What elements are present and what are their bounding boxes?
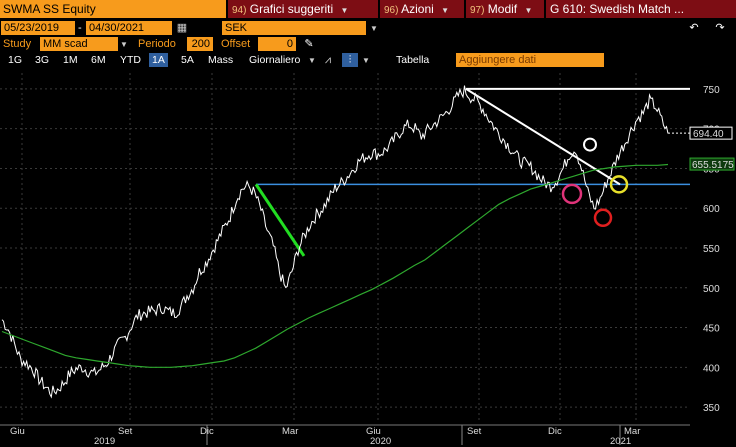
chart-grid [0,73,690,423]
x-tick-label: Mar [282,426,298,437]
tab-grafici-suggeriti[interactable]: 94) Grafici suggeriti ▼ [228,0,378,18]
end-date-input[interactable]: 04/30/2021 [86,21,172,35]
calendar-icon[interactable]: ▦ [176,22,188,34]
y-tick-label: 350 [703,403,720,414]
tab-label: Azioni [401,2,434,16]
ma-value-label: 655.5175 [692,160,734,171]
range-1m-button[interactable]: 1M [63,54,78,66]
tab-number: 94) [232,5,247,16]
chevron-down-icon[interactable]: ▼ [308,56,316,65]
pencil-icon[interactable]: ✎ [304,38,314,50]
range-5a-button[interactable]: 5A [181,54,194,66]
redo-icon[interactable]: ↷ [715,22,725,34]
study-select[interactable]: MM scad [40,37,118,51]
range-3g-button[interactable]: 3G [35,54,50,66]
chart-series [1,85,669,399]
trend-line-down [465,88,621,186]
start-date-input[interactable]: 05/23/2019 [1,21,75,35]
date-bar: 05/23/2019 - 04/30/2021 ▦ SEK ▼ ↶ ↷ [0,19,736,36]
chevron-down-icon[interactable]: ▼ [362,56,370,65]
tab-function-title[interactable]: G 610: Swedish Match ... [546,0,736,18]
x-tick-label: Mar [624,426,640,437]
range-1a-button[interactable]: 1A [149,53,168,67]
x-tick-label: Giu [366,426,381,437]
tab-number: 96) [384,5,399,16]
chart-annotations [254,87,690,257]
range-ytd-button[interactable]: YTD [120,54,141,66]
x-tick-label: Set [467,426,482,437]
y-tick-label: 400 [703,363,720,374]
marker-circle-yellow [609,175,629,194]
range-bar: 1G 3G 1M 6M YTD 1A 5A Mass Giornaliero ▼… [0,52,736,68]
year-label: 2020 [370,436,391,447]
period-input[interactable]: 200 [187,37,213,51]
range-1g-button[interactable]: 1G [8,54,23,66]
tab-number: 97) [470,5,485,16]
x-tick-label: Set [118,426,133,437]
study-bar: Study MM scad ▼ Periodo 200 Offset 0 ✎ [0,36,736,52]
tab-azioni[interactable]: 96) Azioni ▼ [380,0,464,18]
ticker-field[interactable]: SWMA SS Equity [0,0,226,18]
top-bar: SWMA SS Equity 94) Grafici suggeriti ▼ 9… [0,0,736,18]
x-tick-label: Dic [548,426,562,437]
ma-value-badge [689,157,735,171]
tab-label: Grafici suggeriti [249,2,334,16]
add-data-input[interactable]: Aggiungere dati [456,53,604,67]
offset-label: Offset [221,38,251,50]
table-button[interactable]: Tabella [396,54,430,66]
price-chart[interactable]: 350400450500550600650700750 GiuSetDicMar… [0,69,736,447]
dropdown-arrow-icon: ▼ [524,6,533,15]
offset-input[interactable]: 0 [258,37,296,51]
study-label: Study [3,38,32,50]
year-label: 2021 [610,436,631,447]
last-price-badge [689,126,733,140]
range-mass-button[interactable]: Mass [208,54,234,66]
tab-modif[interactable]: 97) Modif ▼ [466,0,544,18]
period-label: Periodo [138,38,176,50]
dropdown-arrow-icon: ▼ [340,6,349,15]
tab-label: G 610: Swedish Match ... [550,2,685,16]
chevron-down-icon[interactable]: ▼ [370,24,378,33]
y-tick-label: 450 [703,324,720,335]
marker-circle-white [583,137,597,152]
trend-line-green [254,183,306,257]
range-6m-button[interactable]: 6M [91,54,106,66]
bar-chart-icon[interactable]: ⫶ [342,53,358,67]
year-label: 2019 [94,436,115,447]
line-chart-icon[interactable]: ⩘ [324,54,332,66]
last-price-label: 694.40 [693,129,724,140]
undo-icon[interactable]: ↶ [689,22,699,34]
chevron-down-icon[interactable]: ▼ [120,40,128,49]
price-series [1,85,669,399]
moving-average-series [1,163,669,368]
tab-label: Modif [487,2,518,16]
marker-circle-pink [561,183,583,205]
y-tick-label: 600 [703,204,720,215]
frequency-select[interactable]: Giornaliero [249,54,301,66]
y-tick-label: 550 [703,244,720,255]
y-tick-label: 500 [703,284,720,295]
x-tick-label: Giu [10,426,25,437]
date-separator: - [78,22,82,34]
marker-circle-red [593,208,613,228]
chart-badges: 694.40 655.5175 [668,126,735,171]
currency-input[interactable]: SEK [222,21,366,35]
y-tick-label: 750 [703,85,720,96]
dropdown-arrow-icon: ▼ [441,6,450,15]
